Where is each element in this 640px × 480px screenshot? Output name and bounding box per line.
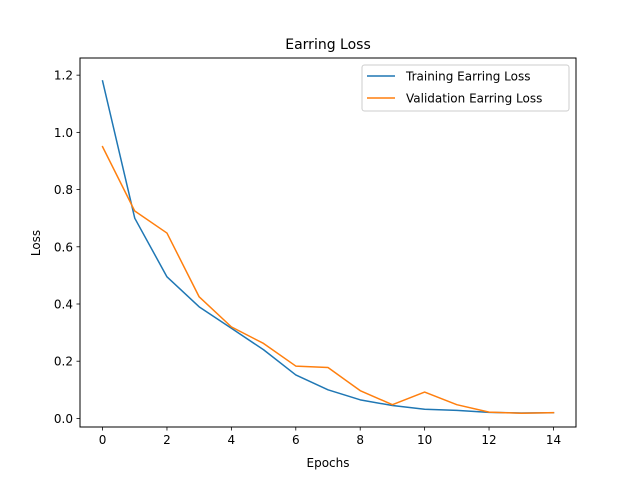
x-axis-label: Epochs [307, 456, 350, 470]
y-tick-label: 1.2 [54, 69, 73, 83]
plot-lines [101, 79, 555, 415]
series-line-training [101, 79, 555, 414]
y-axis: 0.0 0.2 0.4 0.6 0.8 1.0 1.2 [54, 69, 80, 426]
x-axis: 0 2 4 6 8 10 12 14 [99, 427, 561, 447]
x-tick-label: 10 [417, 433, 432, 447]
y-tick-label: 0.0 [54, 412, 73, 426]
y-tick-label: 0.2 [54, 355, 73, 369]
y-axis-label: Loss [29, 230, 43, 256]
x-tick-label: 14 [546, 433, 561, 447]
plot-frame [79, 57, 577, 428]
y-tick-label: 1.0 [54, 126, 73, 140]
x-tick-label: 12 [481, 433, 496, 447]
x-tick-label: 4 [228, 433, 236, 447]
legend: Training Earring Loss Validation Earring … [361, 64, 570, 112]
y-tick-label: 0.6 [54, 240, 73, 254]
x-tick-label: 6 [292, 433, 300, 447]
legend-box [361, 64, 570, 112]
y-tick-label: 0.4 [54, 298, 73, 312]
series-line-validation [101, 145, 555, 415]
legend-label: Training Earring Loss [405, 70, 530, 84]
legend-label: Validation Earring Loss [406, 92, 542, 106]
x-tick-label: 8 [356, 433, 364, 447]
x-tick-label: 0 [99, 433, 107, 447]
y-tick-label: 0.8 [54, 183, 73, 197]
chart-title: Earring Loss [285, 37, 371, 53]
x-tick-label: 2 [163, 433, 171, 447]
